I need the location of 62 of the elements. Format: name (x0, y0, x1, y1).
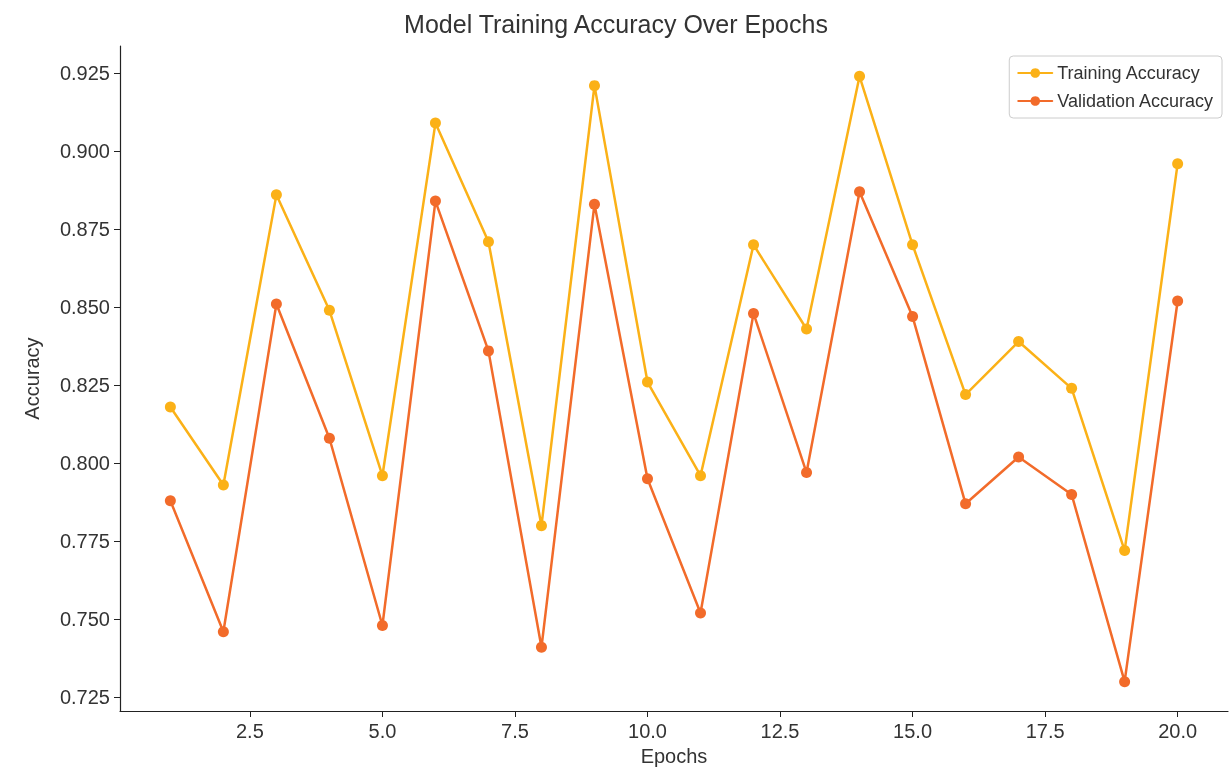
point (164, 495, 176, 507)
point (801, 467, 813, 479)
point (376, 620, 388, 631)
point (907, 239, 919, 251)
point (1119, 545, 1131, 557)
point (695, 607, 707, 619)
point (1172, 158, 1184, 170)
x-tick-label: 17.5 (1025, 720, 1065, 742)
y-tick-label: 0.725 (59, 686, 110, 709)
y-tick-label: 0.825 (59, 374, 110, 397)
point (1066, 488, 1078, 500)
point (642, 376, 653, 388)
point (960, 498, 972, 510)
point (748, 307, 760, 319)
point (217, 626, 229, 638)
point (323, 304, 335, 316)
point (854, 186, 866, 198)
y-tick-label: 0.875 (59, 218, 110, 241)
point (429, 195, 441, 207)
point (588, 80, 600, 92)
y-tick-label: 0.800 (59, 452, 110, 475)
point (376, 470, 388, 482)
point (748, 239, 760, 251)
x-tick-label: 5.0 (368, 720, 397, 742)
point (270, 189, 282, 201)
x-tick-label: 12.5 (760, 720, 800, 742)
point (588, 198, 600, 210)
y-tick-label: 0.775 (59, 530, 110, 553)
point (642, 473, 653, 485)
point (695, 470, 707, 482)
point (1119, 676, 1131, 688)
point (429, 117, 441, 129)
point (1013, 336, 1025, 348)
point (907, 311, 919, 323)
x-axis-title: Epochs (640, 744, 708, 767)
point (801, 323, 813, 335)
point (535, 641, 547, 653)
point (535, 520, 547, 532)
point (1066, 382, 1078, 394)
legend-label: Validation Accuracy (1057, 91, 1214, 111)
point (270, 298, 282, 310)
point (482, 236, 494, 248)
y-axis-title: Accuracy (21, 337, 43, 420)
point (1172, 295, 1184, 307)
x-tick-label: 20.0 (1158, 720, 1198, 742)
x-tick-label: 15.0 (893, 720, 933, 742)
point (217, 479, 229, 491)
x-tick-label: 2.5 (235, 720, 264, 742)
legend-label: Training Accuracy (1057, 63, 1200, 83)
point (1013, 451, 1025, 463)
y-tick-label: 0.925 (59, 62, 110, 85)
point (854, 70, 866, 82)
y-tick-label: 0.900 (59, 140, 110, 163)
x-tick-label: 10.0 (628, 720, 667, 742)
y-tick-label: 0.850 (59, 296, 110, 319)
point (960, 389, 972, 401)
y-tick-label: 0.750 (59, 608, 110, 631)
point (323, 432, 335, 444)
chart-title: Model Training Accuracy Over Epochs (404, 9, 828, 38)
point (482, 345, 494, 357)
point (164, 401, 176, 413)
x-tick-label: 7.5 (501, 720, 529, 742)
